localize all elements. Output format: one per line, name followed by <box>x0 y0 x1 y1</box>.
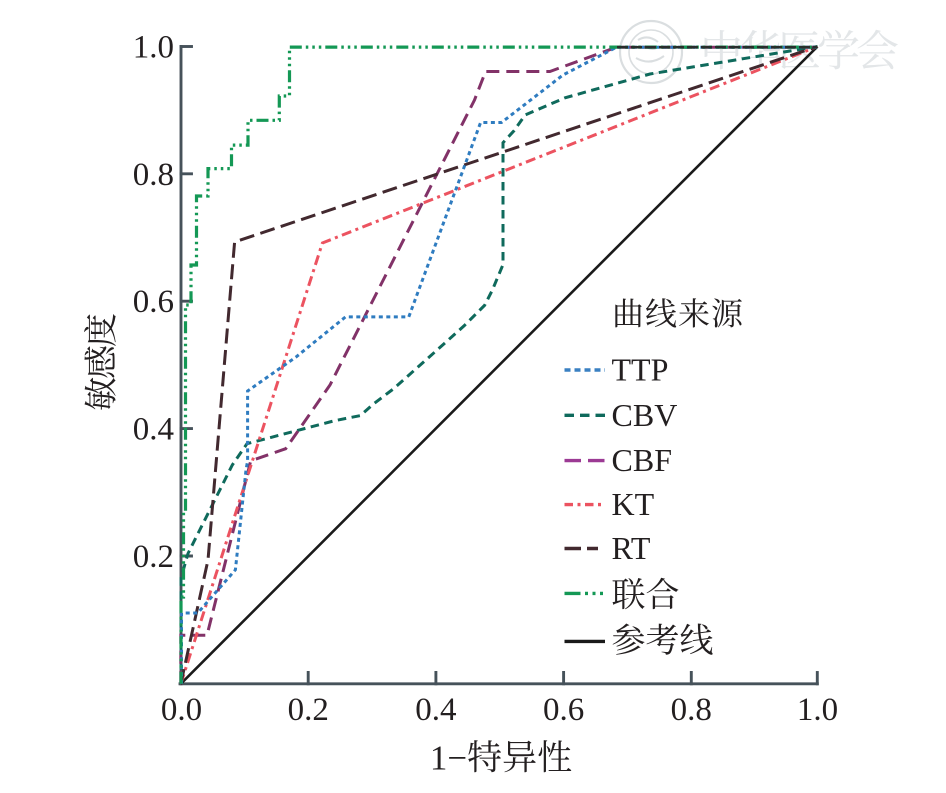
svg-text:1−特异性: 1−特异性 <box>430 731 572 781</box>
svg-text:0.8: 0.8 <box>671 692 712 728</box>
svg-text:0.8: 0.8 <box>133 157 174 193</box>
svg-text:RT: RT <box>612 530 651 566</box>
svg-text:CBF: CBF <box>612 442 672 478</box>
svg-text:0.6: 0.6 <box>133 284 174 320</box>
svg-text:KT: KT <box>612 486 655 522</box>
svg-text:0.0: 0.0 <box>161 692 202 728</box>
svg-text:0.2: 0.2 <box>133 539 174 575</box>
svg-text:0.4: 0.4 <box>415 692 456 728</box>
svg-text:1.0: 1.0 <box>797 692 838 728</box>
svg-text:0.2: 0.2 <box>288 692 329 728</box>
svg-text:CBV: CBV <box>612 397 678 433</box>
svg-text:0.6: 0.6 <box>543 692 584 728</box>
svg-text:联合: 联合 <box>612 568 680 617</box>
svg-text:TTP: TTP <box>612 352 669 388</box>
svg-text:1.0: 1.0 <box>133 30 174 66</box>
svg-text:曲线来源: 曲线来源 <box>612 289 744 335</box>
svg-text:敏感度: 敏感度 <box>74 314 123 411</box>
svg-text:参考线: 参考线 <box>612 613 714 662</box>
svg-text:0.4: 0.4 <box>133 412 174 448</box>
